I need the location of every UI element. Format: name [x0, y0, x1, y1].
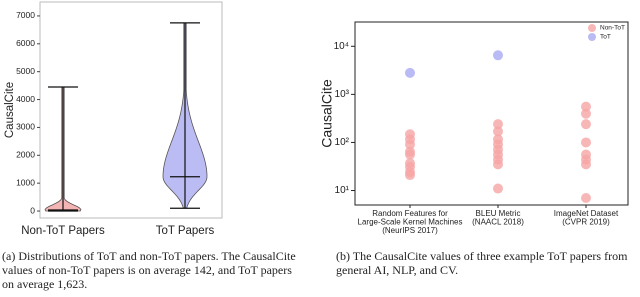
y-tick-label: 5000 [16, 66, 35, 76]
scatter-point [581, 159, 591, 170]
x-tick-label: Large-Scale Kernel Machines [358, 218, 463, 227]
scatter-point [405, 139, 415, 150]
legend-label: Non-ToT [600, 25, 625, 32]
scatter-point [581, 119, 591, 130]
y-tick-label: 6000 [16, 38, 35, 48]
y-tick-label: 7000 [16, 10, 35, 20]
legend-marker [588, 24, 596, 32]
x-tick-label: Random Features for [372, 209, 448, 218]
x-tick-label: (NeurIPS 2017) [382, 226, 438, 235]
figure: 0 1000 2000 3000 4000 5000 6000 7000 CausalCite N… [4, 1, 629, 237]
x-tick-label: Non-ToT Papers [21, 225, 105, 237]
y-tick-label: 2000 [16, 150, 35, 160]
scatter-point [405, 170, 415, 181]
scatter-point [493, 159, 503, 170]
y-tick-label: 10⁴ [334, 41, 349, 52]
y-tick-label: 10² [335, 137, 350, 148]
scatter-point [405, 67, 415, 78]
x-tick-label: ImageNet Dataset [554, 209, 619, 218]
y-tick-label: 10³ [335, 89, 350, 100]
x-tick-label: BLEU Metric [476, 209, 521, 218]
x-tick-label: (NAACL 2018) [472, 218, 524, 227]
y-tick-label: 4000 [16, 94, 35, 104]
y-axis-label: CausalCite [319, 79, 335, 148]
scatter-point [493, 50, 503, 61]
y-tick-label: 10¹ [335, 185, 350, 196]
y-axis-label: CausalCite [4, 82, 16, 138]
scatter-point [493, 183, 503, 194]
x-tick-label: (CVPR 2019) [562, 218, 610, 227]
x-tick-label: ToT Papers [156, 225, 215, 237]
scatter-point [581, 192, 591, 203]
scatter-point [405, 149, 415, 160]
scatter-point [581, 101, 591, 112]
scatter-point [493, 119, 503, 130]
plot-frame [39, 1, 223, 219]
legend-marker [588, 33, 596, 41]
legend-label: ToT [600, 34, 611, 41]
scatter-point [493, 126, 503, 137]
y-tick-label: 1000 [16, 177, 35, 187]
scatter-point [581, 137, 591, 148]
y-tick-label: 0 [30, 205, 35, 215]
caption: (b) The CausalCite values of three examp… [336, 249, 628, 277]
y-tick-label: 3000 [16, 122, 35, 132]
scatter-point [581, 108, 591, 119]
caption: (a) Distributions of ToT and non-ToT pap… [2, 249, 296, 291]
plot-frame [354, 21, 629, 206]
